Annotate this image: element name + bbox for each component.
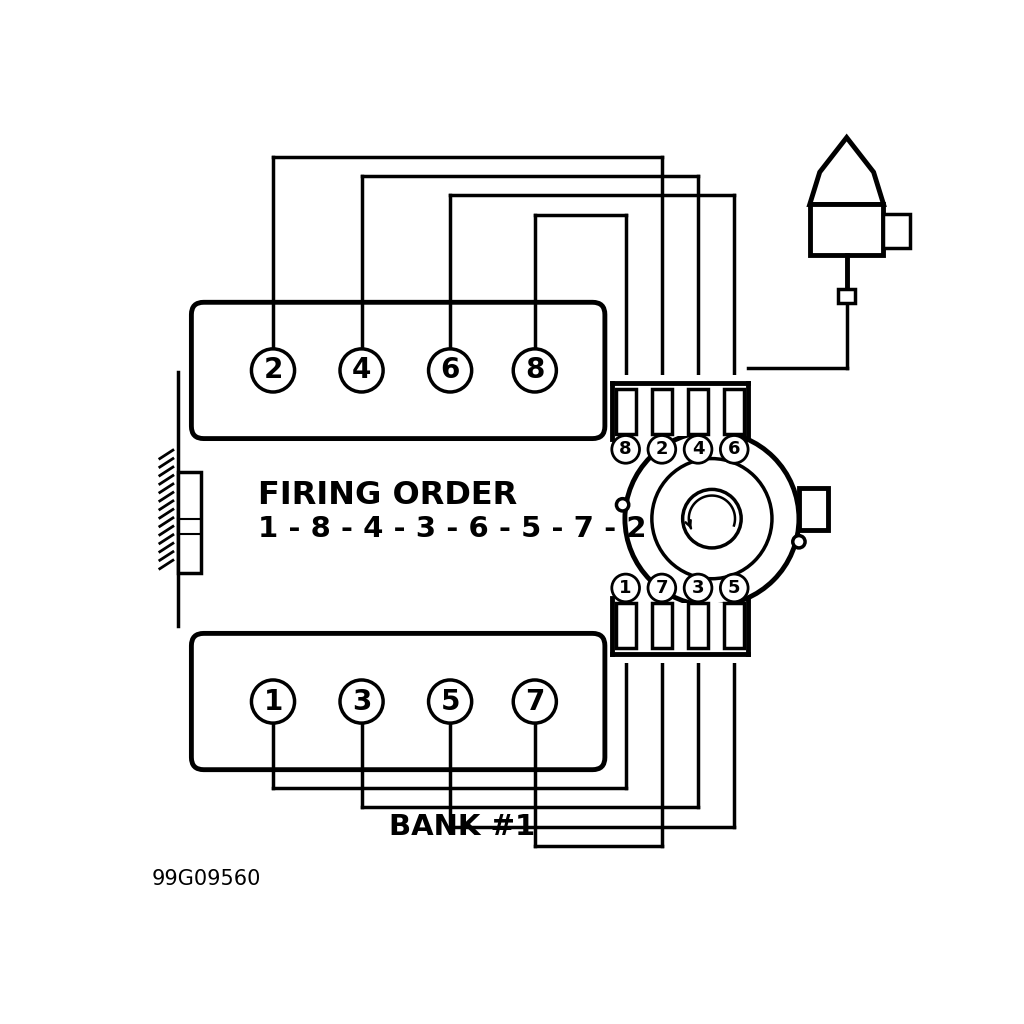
Circle shape [720, 574, 749, 602]
Text: 2: 2 [263, 356, 283, 384]
Circle shape [625, 432, 799, 605]
Text: 6: 6 [728, 440, 740, 459]
Circle shape [720, 435, 749, 463]
Text: 7: 7 [655, 579, 668, 597]
FancyBboxPatch shape [191, 302, 605, 438]
Text: FIRING ORDER: FIRING ORDER [258, 480, 517, 511]
Bar [615, 389, 636, 434]
Text: 4: 4 [352, 356, 372, 384]
Text: 3: 3 [692, 579, 705, 597]
Text: BANK #1: BANK #1 [388, 813, 535, 841]
Circle shape [616, 499, 629, 511]
Text: 99G09560: 99G09560 [153, 869, 261, 889]
Bar [178, 472, 202, 572]
Circle shape [648, 574, 676, 602]
Text: 5: 5 [440, 687, 460, 716]
Circle shape [611, 435, 640, 463]
Text: 1: 1 [263, 687, 283, 716]
Circle shape [684, 435, 712, 463]
Text: 8: 8 [620, 440, 632, 459]
Circle shape [252, 680, 295, 723]
Text: 2: 2 [655, 440, 668, 459]
Text: 5: 5 [728, 579, 740, 597]
Circle shape [652, 459, 772, 579]
Circle shape [252, 349, 295, 392]
Bar [652, 389, 672, 434]
Bar [839, 289, 855, 303]
Bar [612, 603, 748, 664]
Circle shape [684, 574, 712, 602]
Circle shape [513, 680, 556, 723]
Text: 3: 3 [352, 687, 372, 716]
Circle shape [429, 680, 472, 723]
Circle shape [793, 536, 805, 548]
Text: 8: 8 [525, 356, 545, 384]
Bar [688, 603, 708, 648]
Circle shape [648, 435, 676, 463]
Bar [652, 603, 672, 648]
Bar [810, 205, 884, 255]
Circle shape [611, 574, 640, 602]
Circle shape [683, 489, 741, 548]
Bar [799, 487, 828, 530]
Text: 1 - 8 - 4 - 3 - 6 - 5 - 7 - 2: 1 - 8 - 4 - 3 - 6 - 5 - 7 - 2 [258, 515, 646, 543]
Circle shape [513, 349, 556, 392]
Text: 7: 7 [525, 687, 545, 716]
FancyBboxPatch shape [191, 634, 605, 770]
Circle shape [340, 349, 383, 392]
Bar [724, 389, 744, 434]
Bar [724, 603, 744, 648]
Bar [615, 603, 636, 648]
Text: 4: 4 [692, 440, 705, 459]
Circle shape [340, 680, 383, 723]
Text: 6: 6 [440, 356, 460, 384]
Text: 1: 1 [620, 579, 632, 597]
Bar [612, 376, 748, 435]
Bar [884, 214, 910, 249]
Circle shape [429, 349, 472, 392]
Polygon shape [810, 137, 884, 205]
Bar [688, 389, 708, 434]
